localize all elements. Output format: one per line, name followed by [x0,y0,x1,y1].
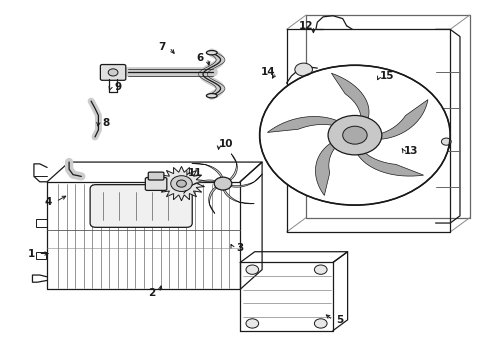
Text: 14: 14 [261,67,276,77]
Circle shape [246,265,259,274]
FancyBboxPatch shape [100,64,126,80]
Text: 9: 9 [114,82,122,92]
Polygon shape [209,186,218,213]
Ellipse shape [206,94,217,98]
Circle shape [315,319,327,328]
Text: 10: 10 [219,139,234,149]
Polygon shape [316,139,340,195]
FancyBboxPatch shape [146,177,167,190]
FancyBboxPatch shape [90,185,192,227]
Text: 7: 7 [158,42,166,52]
Text: 11: 11 [188,168,202,178]
Polygon shape [228,154,237,181]
Polygon shape [158,166,205,201]
Circle shape [441,138,451,145]
Polygon shape [229,174,262,187]
Circle shape [315,265,327,274]
Circle shape [108,69,118,76]
Text: 4: 4 [45,197,52,207]
Polygon shape [355,148,423,176]
FancyBboxPatch shape [36,219,47,226]
Circle shape [260,65,450,205]
Text: 3: 3 [237,243,244,253]
Circle shape [343,126,367,144]
Text: 13: 13 [404,146,418,156]
Text: 2: 2 [148,288,156,298]
Circle shape [214,177,232,190]
Text: 6: 6 [196,53,204,63]
Polygon shape [223,189,254,204]
Polygon shape [184,180,217,193]
Polygon shape [268,117,344,132]
Text: 5: 5 [337,315,344,325]
Polygon shape [372,100,428,139]
Circle shape [246,319,259,328]
FancyBboxPatch shape [36,252,46,259]
FancyBboxPatch shape [148,172,164,180]
Text: 8: 8 [102,118,109,128]
Ellipse shape [206,50,217,55]
Circle shape [176,180,186,187]
Circle shape [171,176,192,192]
Polygon shape [331,73,369,124]
Text: 1: 1 [27,248,35,258]
Text: 15: 15 [379,71,394,81]
Polygon shape [192,163,223,178]
Circle shape [328,116,382,155]
Circle shape [295,63,313,76]
Text: 12: 12 [299,21,313,31]
